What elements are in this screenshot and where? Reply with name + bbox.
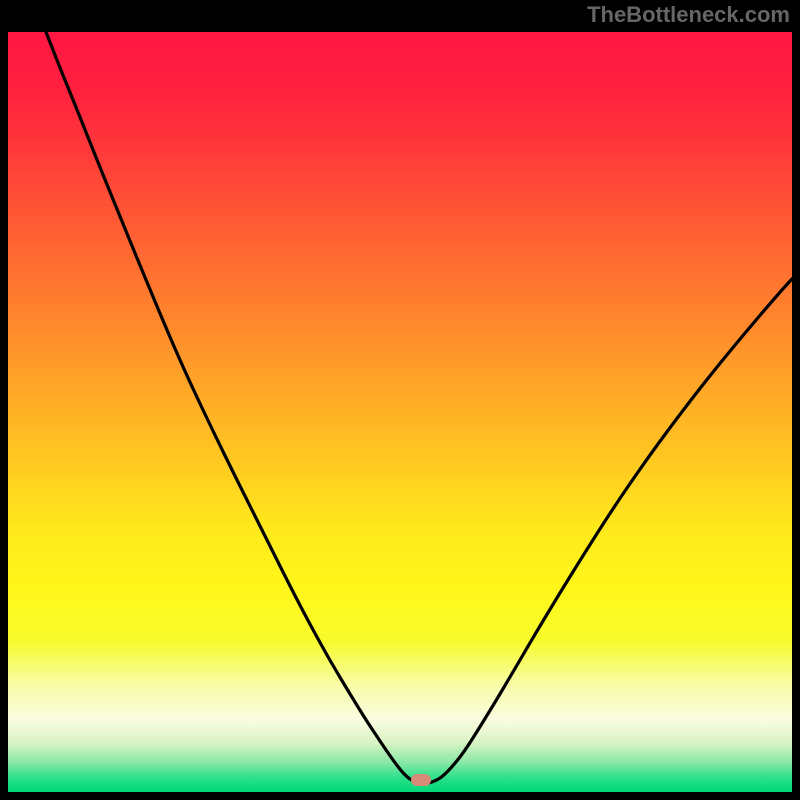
- watermark-text: TheBottleneck.com: [587, 2, 790, 28]
- optimal-point-marker: [411, 774, 431, 786]
- chart-container: TheBottleneck.com: [0, 0, 800, 800]
- plot-area: [8, 32, 792, 792]
- bottleneck-curve: [8, 32, 792, 792]
